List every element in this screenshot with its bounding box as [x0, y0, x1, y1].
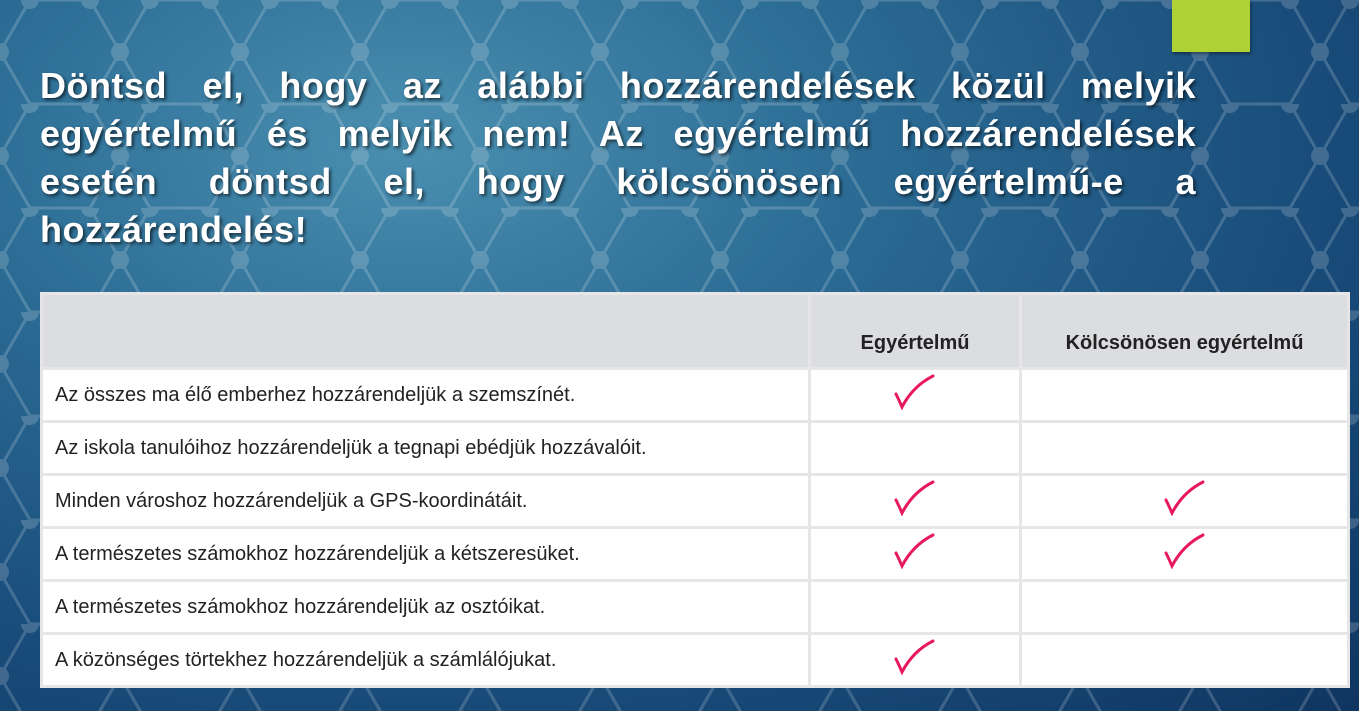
- checkmark-icon: [894, 480, 935, 516]
- header-kolcsonosen: Kölcsönösen egyértelmű: [1019, 292, 1350, 370]
- table-row: A természetes számokhoz hozzárendeljük a…: [40, 526, 1350, 582]
- cell-egyertelmu: [808, 526, 1022, 582]
- checkmark-icon: [1164, 480, 1204, 516]
- row-label: Az összes ma élő emberhez hozzárendeljük…: [40, 367, 811, 423]
- cell-egyertelmu: [808, 632, 1022, 688]
- table-row: Minden városhoz hozzárendeljük a GPS-koo…: [40, 473, 1350, 529]
- row-label: A természetes számokhoz hozzárendeljük a…: [40, 526, 811, 582]
- row-label: Az iskola tanulóihoz hozzárendeljük a te…: [40, 420, 811, 476]
- table-row: A természetes számokhoz hozzárendeljük a…: [40, 579, 1350, 635]
- cell-kolcsonosen: [1019, 632, 1350, 688]
- cell-egyertelmu: [808, 367, 1022, 423]
- checkmark-icon: [894, 533, 935, 569]
- cell-kolcsonosen: [1019, 367, 1350, 423]
- cell-egyertelmu: [808, 420, 1022, 476]
- cell-kolcsonosen: [1019, 473, 1350, 529]
- checkmark-icon: [894, 639, 935, 675]
- cell-kolcsonosen: [1019, 526, 1350, 582]
- cell-kolcsonosen: [1019, 420, 1350, 476]
- header-egyertelmu: Egyértelmű: [808, 292, 1022, 370]
- row-label: Minden városhoz hozzárendeljük a GPS-koo…: [40, 473, 811, 529]
- row-label: A közönséges törtekhez hozzárendeljük a …: [40, 632, 811, 688]
- checkmark-icon: [894, 374, 935, 410]
- table-row: Az összes ma élő emberhez hozzárendeljük…: [40, 367, 1350, 423]
- cell-egyertelmu: [808, 473, 1022, 529]
- cell-egyertelmu: [808, 579, 1022, 635]
- row-label: A természetes számokhoz hozzárendeljük a…: [40, 579, 811, 635]
- checkmark-icon: [1164, 533, 1204, 569]
- slide-title: Döntsd el, hogy az alábbi hozzárendelése…: [40, 65, 1196, 250]
- header-empty: [40, 292, 811, 370]
- table-row: A közönséges törtekhez hozzárendeljük a …: [40, 632, 1350, 688]
- cell-kolcsonosen: [1019, 579, 1350, 635]
- accent-square: [1172, 0, 1250, 52]
- assignment-table: Egyértelmű Kölcsönösen egyértelmű Az öss…: [40, 292, 1350, 688]
- table-row: Az iskola tanulóihoz hozzárendeljük a te…: [40, 420, 1350, 476]
